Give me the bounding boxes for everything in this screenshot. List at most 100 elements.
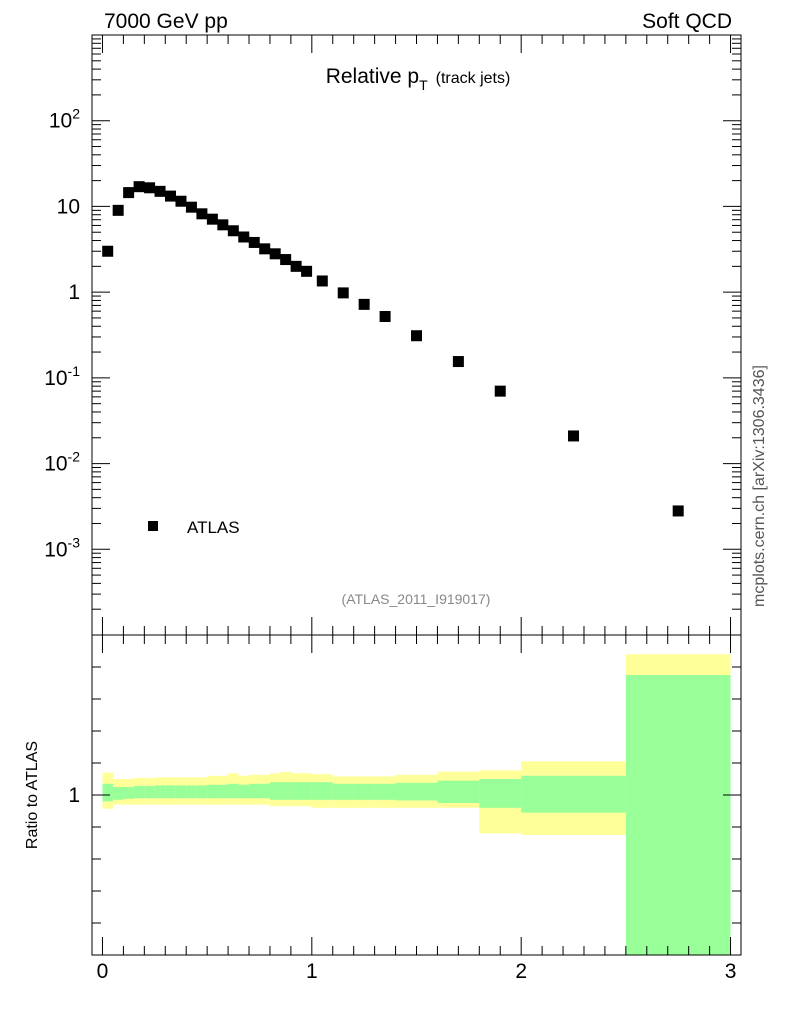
data-point: [411, 330, 422, 342]
uncertainty-band-bin: [217, 784, 229, 799]
y-tick-label-base: 10: [44, 538, 67, 561]
data-point: [379, 310, 391, 322]
uncertainty-band-bin: [207, 784, 218, 799]
uncertainty-bands: [102, 654, 731, 955]
y-tick-label-exponent: -3: [68, 534, 81, 550]
y-tick-label: 10-2: [44, 449, 80, 476]
data-point: [358, 298, 370, 310]
data-point: [269, 248, 281, 260]
data-point: [227, 225, 239, 237]
uncertainty-band-bin: [479, 779, 522, 808]
data-point: [175, 195, 187, 207]
data-point: [196, 208, 208, 220]
data-point: [112, 204, 124, 216]
data-point: [280, 254, 292, 266]
uncertainty-band-bin: [395, 782, 438, 801]
x-tick-label: 3: [725, 960, 737, 983]
data-point: [248, 236, 260, 248]
uncertainty-band-bin: [437, 780, 480, 803]
y-tick-label-exponent: -2: [68, 449, 81, 465]
title-subscript: T: [419, 77, 428, 93]
side-label: mcplots.cern.ch [arXiv:1306.3436]: [751, 365, 768, 607]
data-point: [337, 287, 349, 299]
uncertainty-band-bin: [280, 782, 291, 800]
ratio-y-tick-label: 1: [68, 784, 80, 807]
uncertainty-band-bin: [175, 785, 187, 799]
atlas-data-points: [102, 181, 684, 517]
uncertainty-band-bin: [165, 785, 176, 799]
y-tick-label-base: 1: [68, 281, 80, 304]
data-point: [259, 243, 271, 255]
ratio-plot: 1 0 1 2 3 Ratio to ATLAS: [24, 634, 742, 983]
uncertainty-band-bin: [249, 783, 260, 799]
uncertainty-band-bin: [238, 784, 250, 799]
uncertainty-band-bin: [186, 785, 197, 799]
x-tick-label: 2: [515, 960, 527, 983]
ratio-y-axis-label: Ratio to ATLAS: [24, 741, 41, 849]
y-tick-label: 10-3: [44, 534, 80, 561]
y-tick-label-base: 10: [49, 110, 72, 133]
y-tick-label-base: 10: [44, 453, 67, 476]
uncertainty-band-bin: [625, 675, 731, 955]
uncertainty-band-bin: [301, 782, 312, 800]
uncertainty-band-bin: [112, 787, 124, 800]
data-point: [102, 245, 114, 257]
y-tick-label-base: 10: [57, 195, 80, 218]
uncertainty-band-bin: [154, 785, 166, 799]
uncertainty-band-bin: [123, 787, 134, 799]
data-point: [290, 260, 302, 272]
data-point: [217, 219, 229, 231]
uncertainty-band-bin: [144, 786, 155, 799]
main-plot-title: Relative pT (track jets): [326, 65, 511, 93]
legend: ATLAS: [148, 518, 240, 537]
data-point: [301, 265, 313, 277]
legend-label: ATLAS: [187, 518, 240, 537]
uncertainty-band-bin: [269, 782, 281, 800]
data-point: [238, 231, 250, 243]
data-point: [316, 275, 328, 287]
uncertainty-band-bin: [374, 783, 396, 800]
uncertainty-band-bin: [290, 782, 302, 800]
y-tick-label: 10: [57, 195, 80, 218]
data-point: [452, 356, 464, 368]
header-right: Soft QCD: [642, 10, 732, 33]
title-main: Relative p: [326, 65, 419, 88]
data-point: [568, 430, 580, 442]
data-point: [206, 213, 218, 225]
y-tick-label: 102: [49, 106, 80, 133]
main-plot: Relative pT (track jets) 10-310-210-11101…: [44, 34, 742, 636]
y-tick-label-base: 10: [44, 367, 67, 390]
uncertainty-band-bin: [133, 786, 145, 799]
uncertainty-band-bin: [521, 775, 626, 813]
data-point: [672, 505, 684, 517]
uncertainty-band-bin: [259, 783, 270, 799]
data-point: [133, 181, 145, 193]
y-tick-label: 1: [68, 281, 80, 304]
data-point: [165, 190, 177, 202]
ratio-axis-ticks: [92, 635, 741, 955]
data-point: [144, 182, 156, 194]
main-axis-ticks: [92, 35, 741, 636]
y-tick-label-exponent: 2: [72, 106, 80, 122]
header-left: 7000 GeV pp: [104, 10, 228, 33]
uncertainty-band-bin: [102, 783, 113, 802]
x-tick-label: 0: [97, 960, 109, 983]
uncertainty-band-bin: [311, 782, 333, 800]
y-tick-label-exponent: -1: [68, 363, 81, 379]
ratio-tick-labels: 1 0 1 2 3: [68, 784, 736, 983]
title-extra: (track jets): [436, 70, 511, 87]
y-tick-label: 10-1: [44, 363, 80, 390]
data-point: [154, 185, 166, 197]
uncertainty-band-bin: [353, 783, 375, 800]
data-point: [123, 187, 135, 199]
reference-label: (ATLAS_2011_I919017): [342, 591, 491, 607]
uncertainty-band-bin: [332, 783, 354, 800]
x-tick-label: 1: [306, 960, 318, 983]
uncertainty-band-bin: [196, 785, 208, 799]
uncertainty-band-bin: [228, 783, 239, 799]
legend-marker: [148, 521, 158, 531]
data-point: [494, 385, 506, 397]
data-point: [185, 201, 197, 213]
